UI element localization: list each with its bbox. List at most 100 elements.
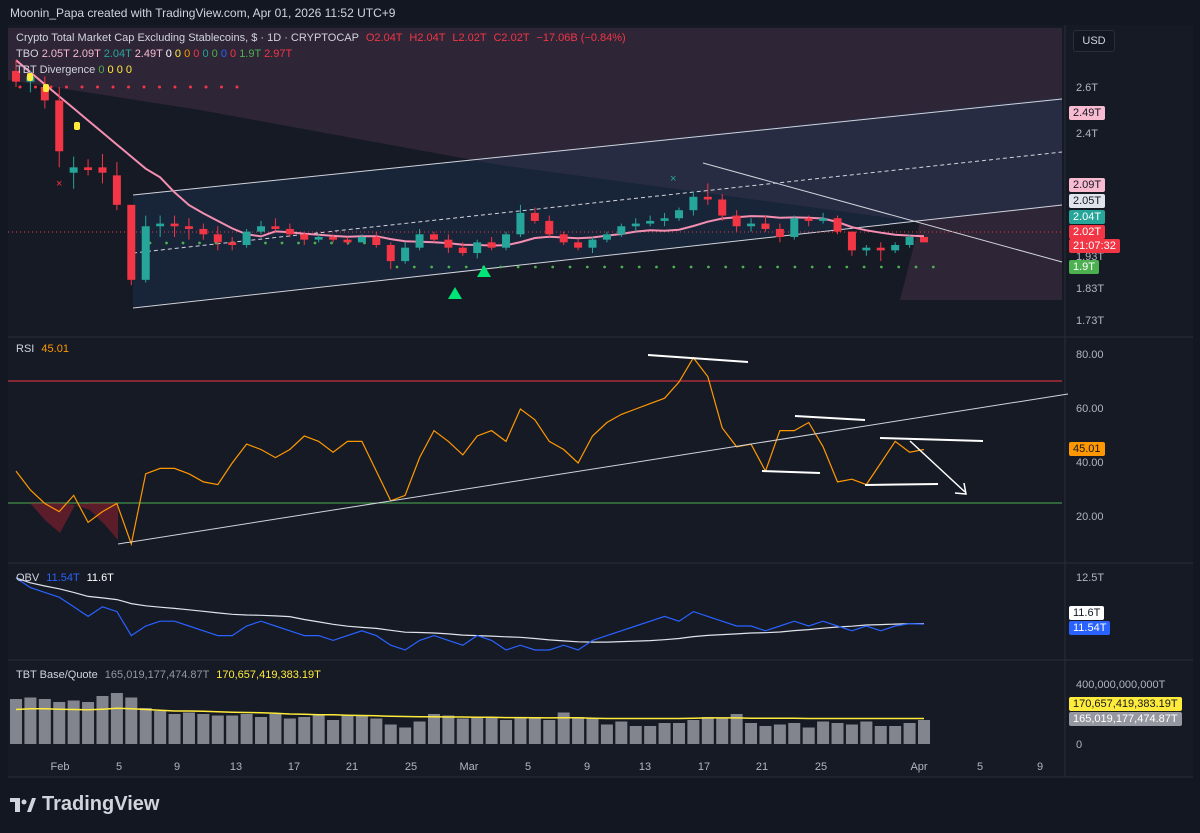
tag-obv: 11.54T bbox=[1069, 621, 1111, 635]
red-dot bbox=[235, 85, 239, 89]
currency-button[interactable]: USD bbox=[1073, 30, 1115, 52]
bq-bar bbox=[615, 721, 628, 744]
bq-label: TBT Base/Quote bbox=[16, 669, 98, 681]
candle-body bbox=[732, 215, 741, 227]
bq-bar bbox=[773, 724, 786, 744]
bq-bar bbox=[903, 723, 916, 744]
candle-body bbox=[213, 234, 222, 243]
time-tick: Apr bbox=[910, 761, 927, 773]
candle bbox=[674, 207, 683, 221]
candle-body bbox=[920, 236, 928, 243]
tbo-zero: 0 bbox=[174, 48, 181, 60]
green-dot bbox=[430, 265, 433, 269]
tag-bq-line: 170,657,419,383.19T bbox=[1069, 697, 1182, 711]
author-line: Moonin_Papa created with TradingView.com… bbox=[10, 6, 396, 20]
marker-icon bbox=[43, 84, 49, 92]
candle-body bbox=[401, 247, 410, 262]
divergence-label: TBT Divergence bbox=[16, 64, 96, 76]
bq-bar bbox=[918, 720, 930, 744]
tag-support: 1.9T bbox=[1069, 260, 1100, 274]
price-tick: 1.83T bbox=[1076, 283, 1104, 295]
rsi-tick: 20.00 bbox=[1076, 511, 1104, 523]
candle bbox=[530, 207, 539, 224]
candle bbox=[920, 236, 928, 243]
green-dot bbox=[516, 265, 520, 269]
bq-bar bbox=[745, 723, 758, 744]
bq-bar bbox=[485, 717, 498, 744]
green-dot bbox=[862, 265, 866, 269]
candle-body bbox=[415, 234, 424, 248]
obv-legend: OBV 11.54T 11.6T bbox=[16, 572, 114, 584]
tradingview-logo[interactable]: TradingView bbox=[10, 793, 159, 816]
tbo-zero: 0 bbox=[211, 48, 218, 60]
tag-open: 2.04T bbox=[1069, 210, 1106, 224]
candle bbox=[631, 218, 640, 232]
candle bbox=[473, 239, 482, 259]
candle-body bbox=[300, 234, 309, 240]
tag-tbo: 2.09T bbox=[1069, 178, 1106, 192]
symbol-legend: Crypto Total Market Cap Excluding Stable… bbox=[16, 32, 626, 44]
bq-bar bbox=[644, 726, 657, 744]
red-dot bbox=[96, 85, 99, 89]
bq-bar bbox=[889, 726, 902, 744]
candle bbox=[833, 215, 842, 235]
red-dot bbox=[204, 85, 208, 89]
time-tick: 13 bbox=[230, 761, 242, 773]
candle bbox=[646, 215, 655, 227]
time-tick: 25 bbox=[815, 761, 827, 773]
tbo-v1: 2.05T bbox=[41, 48, 70, 60]
candle-body bbox=[790, 218, 799, 237]
green-dot bbox=[499, 265, 503, 269]
bq-bar bbox=[168, 714, 181, 744]
green-dot bbox=[689, 265, 693, 269]
bq-bar bbox=[629, 726, 642, 744]
candle bbox=[747, 218, 756, 232]
green-dot bbox=[672, 265, 676, 269]
green-dot bbox=[313, 241, 317, 245]
bq-bar bbox=[716, 718, 729, 744]
channel-mid bbox=[132, 151, 1063, 254]
candle-body bbox=[804, 218, 813, 221]
green-dot bbox=[707, 265, 710, 269]
marker-icon bbox=[74, 122, 80, 130]
cross-icon: × bbox=[670, 173, 676, 185]
buy-signal-icon bbox=[448, 287, 462, 299]
candle bbox=[775, 223, 784, 243]
bq-bar bbox=[38, 699, 51, 744]
candle bbox=[372, 231, 381, 248]
candle bbox=[386, 242, 395, 270]
green-dot bbox=[828, 265, 831, 269]
candle bbox=[242, 228, 251, 248]
green-dot bbox=[412, 265, 416, 269]
candle-body bbox=[574, 242, 583, 248]
candle bbox=[588, 236, 597, 254]
bq-bar bbox=[528, 717, 541, 744]
tradingview-logo-icon bbox=[10, 797, 36, 812]
red-dot bbox=[142, 85, 146, 89]
bq-bar bbox=[96, 696, 109, 744]
candle bbox=[228, 236, 237, 251]
time-tick: 21 bbox=[346, 761, 358, 773]
bq-bar bbox=[672, 723, 685, 744]
rsi-annotation bbox=[647, 354, 749, 363]
green-dot bbox=[330, 241, 333, 245]
candle-body bbox=[747, 223, 756, 227]
symbol-title: Crypto Total Market Cap Excluding Stable… bbox=[16, 32, 359, 44]
green-dot bbox=[655, 265, 658, 269]
candle bbox=[487, 236, 496, 251]
time-tick: 9 bbox=[1037, 761, 1043, 773]
marker-icon bbox=[27, 73, 33, 81]
red-dot bbox=[173, 85, 177, 89]
rsi-line bbox=[15, 356, 925, 547]
candle-body bbox=[646, 220, 655, 224]
obv-line bbox=[15, 577, 925, 651]
candle bbox=[891, 242, 900, 254]
bq-bar bbox=[759, 726, 772, 744]
candle bbox=[617, 223, 626, 237]
bq-bar bbox=[514, 717, 527, 744]
time-tick: 13 bbox=[639, 761, 651, 773]
bq-bar bbox=[327, 720, 340, 744]
tag-bq-bar: 165,019,177,474.87T bbox=[1069, 712, 1182, 726]
